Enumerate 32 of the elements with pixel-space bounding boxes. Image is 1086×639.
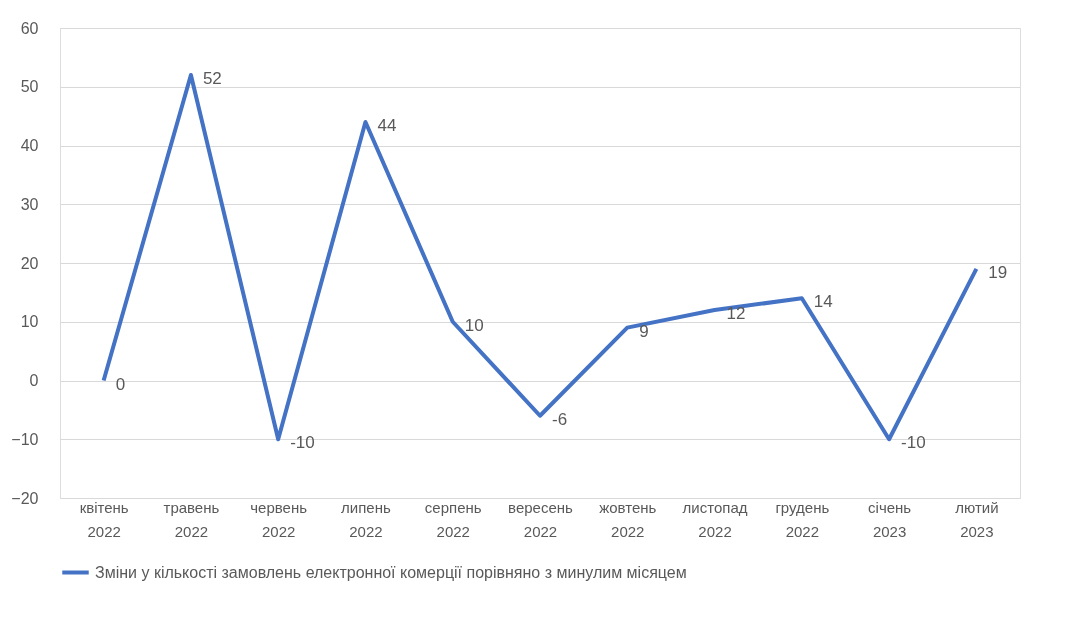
y-tick-label: 40	[20, 137, 39, 154]
x-tick-label: лютий 2023	[955, 498, 999, 540]
y-tick-label: 50	[20, 78, 39, 96]
data-label: -10	[901, 433, 926, 453]
y-tick-label: −10	[11, 430, 39, 448]
data-label: 14	[813, 292, 833, 312]
y-tick-label: 60	[20, 19, 39, 37]
data-label: 19	[988, 262, 1008, 282]
data-label: 44	[377, 116, 397, 135]
data-label: 10	[464, 315, 484, 335]
x-tick-label: липень 2022	[341, 498, 391, 540]
x-tick-label: вересень 2022	[508, 498, 574, 540]
x-tick-label: січень 2023	[868, 498, 912, 540]
y-tick-label: −20	[11, 489, 39, 507]
y-tick-label: 30	[20, 195, 39, 213]
y-tick-label: 20	[20, 254, 39, 272]
data-label: -10	[290, 433, 315, 453]
data-label: 52	[202, 69, 222, 88]
x-tick-label: серпень 2022	[424, 498, 482, 540]
x-tick-label: квітень 2022	[79, 498, 129, 540]
data-label: 12	[726, 304, 746, 323]
y-tick-label: 10	[20, 313, 39, 331]
data-label: 0	[115, 374, 126, 394]
data-label: 9	[639, 321, 649, 341]
data-label: -6	[552, 409, 568, 429]
x-tick-label: червень 2022	[250, 498, 308, 540]
x-tick-label: жовтень 2022	[599, 498, 657, 540]
x-tick-label: травень 2022	[163, 498, 220, 540]
x-tick-label: грудень 2022	[775, 498, 830, 540]
y-tick-label: 0	[29, 372, 39, 389]
legend-label: Зміни у кількості замовлень електронної комерції порівняно з минулим місяцем	[95, 563, 687, 581]
x-tick-label: листопад 2022	[682, 498, 748, 540]
